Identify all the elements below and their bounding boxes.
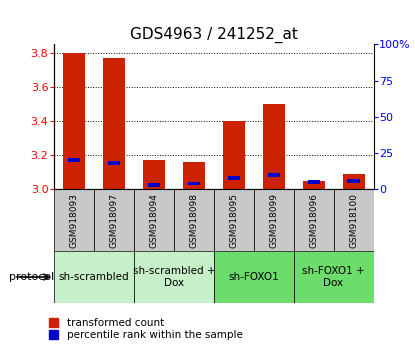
- Legend: transformed count, percentile rank within the sample: transformed count, percentile rank withi…: [47, 316, 244, 342]
- Text: GSM918095: GSM918095: [229, 193, 238, 248]
- Bar: [134, 189, 174, 251]
- Bar: [143, 160, 165, 189]
- Bar: [347, 179, 359, 183]
- Bar: [294, 189, 334, 251]
- Bar: [174, 189, 214, 251]
- Bar: [214, 189, 254, 251]
- Bar: [183, 162, 205, 189]
- Text: sh-FOXO1 +
Dox: sh-FOXO1 + Dox: [302, 266, 365, 288]
- Bar: [108, 161, 120, 165]
- Bar: [54, 189, 94, 251]
- Bar: [268, 173, 280, 177]
- Bar: [214, 251, 294, 303]
- Bar: [263, 104, 285, 189]
- Text: GSM918094: GSM918094: [149, 193, 158, 248]
- Bar: [68, 159, 80, 162]
- Bar: [148, 183, 160, 187]
- Bar: [94, 189, 134, 251]
- Bar: [103, 58, 125, 189]
- Bar: [134, 251, 214, 303]
- Text: protocol: protocol: [9, 272, 54, 282]
- Bar: [303, 181, 325, 189]
- Bar: [342, 174, 364, 189]
- Bar: [334, 189, 374, 251]
- Bar: [188, 182, 200, 185]
- Text: GSM918099: GSM918099: [269, 193, 278, 248]
- Text: GSM918097: GSM918097: [110, 193, 118, 248]
- Bar: [223, 121, 245, 189]
- Text: GSM918098: GSM918098: [189, 193, 198, 248]
- Title: GDS4963 / 241252_at: GDS4963 / 241252_at: [130, 27, 298, 43]
- Text: sh-FOXO1: sh-FOXO1: [228, 272, 279, 282]
- Bar: [54, 251, 134, 303]
- Bar: [294, 251, 374, 303]
- Bar: [308, 180, 320, 184]
- Text: sh-scrambled: sh-scrambled: [59, 272, 129, 282]
- Bar: [228, 176, 240, 180]
- Text: GSM918093: GSM918093: [69, 193, 78, 248]
- Text: sh-scrambled +
Dox: sh-scrambled + Dox: [132, 266, 215, 288]
- Bar: [254, 189, 294, 251]
- Text: GSM918096: GSM918096: [309, 193, 318, 248]
- Bar: [63, 53, 85, 189]
- Text: GSM918100: GSM918100: [349, 193, 358, 248]
